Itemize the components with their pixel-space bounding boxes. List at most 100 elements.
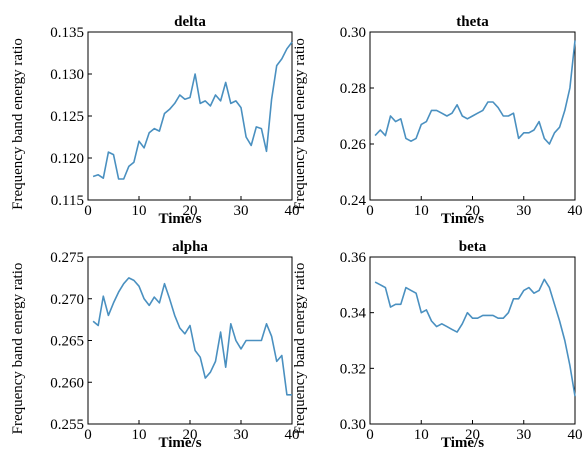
data-point	[441, 112, 443, 114]
x-tick-label: 30	[234, 203, 249, 219]
data-point	[410, 140, 412, 142]
data-point	[405, 137, 407, 139]
data-point	[128, 165, 130, 167]
data-point	[574, 395, 576, 397]
data-point	[112, 302, 114, 304]
data-point	[179, 327, 181, 329]
data-point	[112, 153, 114, 155]
y-tick-label: 0.120	[50, 151, 84, 167]
x-tick-label: 40	[568, 203, 582, 219]
data-point	[250, 339, 252, 341]
data-point	[394, 303, 396, 305]
y-tick-label: 0.30	[340, 25, 366, 41]
series-line-delta	[92, 41, 293, 180]
y-tick-label: 0.36	[340, 250, 367, 266]
data-point	[214, 360, 216, 362]
data-point	[558, 126, 560, 128]
data-point	[420, 311, 422, 313]
data-point	[517, 298, 519, 300]
data-point	[548, 286, 550, 288]
data-point	[528, 286, 530, 288]
data-point	[235, 339, 237, 341]
data-point	[456, 331, 458, 333]
data-point	[389, 115, 391, 117]
data-point	[533, 292, 535, 294]
data-point	[143, 147, 145, 149]
y-tick-label: 0.260	[50, 375, 84, 391]
x-tick-label: 10	[132, 203, 147, 219]
data-point	[482, 314, 484, 316]
x-tick-label: 10	[414, 203, 429, 219]
data-point	[265, 150, 267, 152]
data-point	[476, 112, 478, 114]
x-tick-label: 0	[366, 427, 374, 443]
chart-title: alpha	[172, 239, 208, 255]
data-point	[199, 356, 201, 358]
y-tick-label: 0.125	[50, 109, 84, 125]
data-point	[163, 112, 165, 114]
y-tick-label: 0.32	[340, 361, 366, 377]
data-point	[400, 303, 402, 305]
data-point	[435, 325, 437, 327]
data-point	[276, 64, 278, 66]
data-point	[497, 106, 499, 108]
data-point	[255, 126, 257, 128]
y-tick-label: 0.34	[340, 306, 367, 322]
chart-title: theta	[456, 14, 489, 30]
x-tick-label: 0	[84, 203, 92, 219]
x-axis-label: Time/s	[158, 211, 201, 227]
data-point	[374, 281, 376, 283]
data-point	[281, 354, 283, 356]
data-point	[487, 314, 489, 316]
data-point	[553, 303, 555, 305]
data-point	[107, 151, 109, 153]
data-point	[538, 120, 540, 122]
data-point	[446, 115, 448, 117]
data-point	[543, 137, 545, 139]
data-point	[194, 73, 196, 75]
data-point	[497, 317, 499, 319]
data-point	[461, 323, 463, 325]
data-point	[179, 94, 181, 96]
data-point	[410, 289, 412, 291]
plot-frame	[369, 256, 576, 425]
data-point	[512, 112, 514, 114]
data-point	[219, 100, 221, 102]
data-point	[569, 364, 571, 366]
data-point	[523, 289, 525, 291]
data-point	[184, 98, 186, 100]
data-point	[400, 118, 402, 120]
data-point	[235, 100, 237, 102]
data-point	[92, 175, 94, 177]
y-tick-label: 0.135	[50, 25, 84, 41]
data-point	[574, 39, 576, 41]
data-point	[117, 178, 119, 180]
x-tick-label: 20	[183, 203, 198, 219]
x-axis-label: Time/s	[441, 435, 484, 451]
data-point	[553, 132, 555, 134]
x-tick-label: 30	[516, 427, 531, 443]
data-point	[276, 360, 278, 362]
y-tick-label: 0.24	[340, 193, 367, 209]
data-point	[265, 323, 267, 325]
plot-frame	[87, 31, 293, 201]
data-point	[435, 109, 437, 111]
data-point	[379, 284, 381, 286]
data-point	[425, 309, 427, 311]
panel-theta: theta 0 10 20 30 40 0.24 0.26 0.28 0.30 Time/s Freq…	[292, 14, 582, 227]
data-point	[148, 132, 150, 134]
data-point	[209, 371, 211, 373]
data-point	[184, 333, 186, 335]
series-line-theta	[374, 40, 576, 145]
data-point	[405, 286, 407, 288]
data-point	[189, 96, 191, 98]
data-point	[153, 296, 155, 298]
y-tick-label: 0.275	[50, 250, 84, 266]
x-tick-label: 30	[234, 427, 249, 443]
data-point	[138, 285, 140, 287]
data-point	[158, 130, 160, 132]
data-point	[466, 118, 468, 120]
data-point	[415, 137, 417, 139]
data-point	[255, 339, 257, 341]
